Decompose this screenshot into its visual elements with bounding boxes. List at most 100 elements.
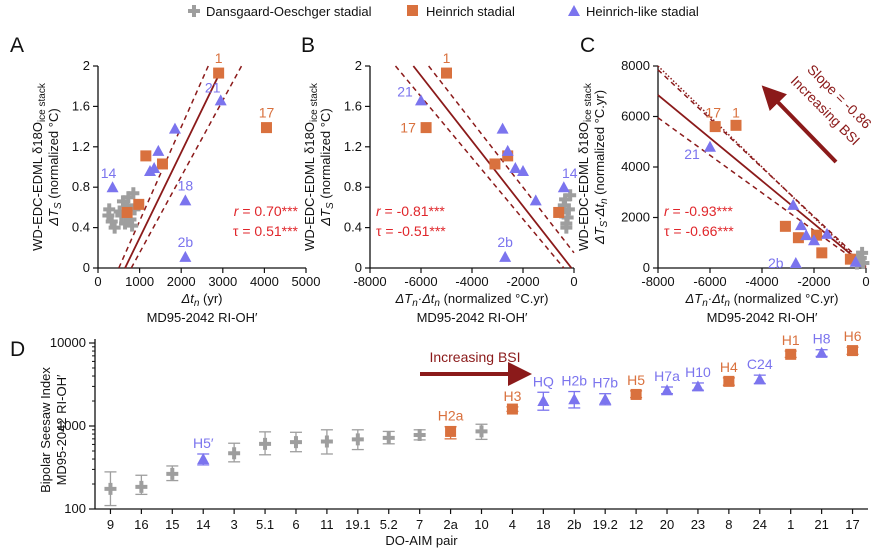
heinrich_like-point — [808, 234, 820, 246]
heinrich_like-point — [496, 122, 509, 134]
heinrich_like-point — [148, 162, 161, 174]
y-tick-label: 100 — [64, 501, 86, 516]
label-part: (yr) — [199, 291, 222, 306]
x-axis-label: Δtn (yr) — [180, 291, 222, 309]
do-point — [228, 447, 241, 460]
point-label: 18 — [178, 177, 194, 193]
point-label: H7b — [592, 375, 618, 391]
heinrich_like-point — [691, 380, 704, 392]
point-label: C24 — [747, 356, 773, 372]
x-tick-label: -2000 — [506, 274, 539, 289]
point-label: 14 — [562, 165, 578, 181]
label-part: r — [664, 203, 670, 219]
x-tick-label: 5.1 — [256, 517, 274, 532]
x-tick-label: 18 — [536, 517, 550, 532]
do-point — [560, 221, 573, 234]
heinrich_like-point — [501, 144, 514, 156]
point-label: 1 — [215, 50, 223, 66]
x-axis-label-secondary: MD95-2042 RI-OH′ — [147, 310, 258, 325]
heinrich-point — [723, 375, 735, 387]
heinrich_like-point — [800, 229, 813, 241]
y-axis-label-secondary: WD-EDC-EDML δ18Oice stack — [30, 82, 48, 251]
legend: Dansgaard-Oeschger stadial Heinrich stad… — [188, 4, 699, 19]
label-part: (normalized °C) — [318, 108, 333, 202]
x-tick-label: 20 — [660, 517, 674, 532]
do-point — [259, 437, 272, 450]
x-tick-label: 24 — [753, 517, 767, 532]
confidence-bound-lower — [657, 117, 867, 269]
heinrich_like-point — [499, 250, 512, 262]
x-tick-label: 0 — [570, 274, 577, 289]
bsi-arrow — [761, 85, 838, 164]
label-part: ΔT — [318, 208, 333, 227]
x-tick-label: 19.2 — [593, 517, 618, 532]
x-tick-label: -2000 — [797, 274, 830, 289]
x-tick-label: 4000 — [250, 274, 279, 289]
legend-marker-plus — [188, 5, 200, 17]
label-part: τ — [233, 223, 239, 239]
y-tick-label: 6000 — [621, 109, 650, 124]
y-tick-label: 0.4 — [72, 220, 90, 235]
x-tick-label: 2a — [443, 517, 458, 532]
do-point — [562, 203, 575, 216]
confidence-bound-lower — [394, 65, 565, 269]
point-label: H2b — [561, 373, 587, 389]
label-part: r — [234, 203, 240, 219]
y-tick-label: 0.4 — [344, 220, 362, 235]
point-label: H8 — [813, 331, 831, 347]
label-part: WD-EDC-EDML δ18O — [30, 122, 45, 251]
x-tick-label: 21 — [814, 517, 828, 532]
confidence-bound-upper — [428, 65, 575, 254]
y-tick-label: 8000 — [621, 58, 650, 73]
label-part: ΔT — [685, 291, 704, 306]
x-tick-label: -8000 — [641, 274, 674, 289]
x-tick-label: 10 — [474, 517, 488, 532]
heinrich-point — [420, 122, 432, 134]
legend-label-heinrich-like: Heinrich-like stadial — [586, 4, 699, 19]
x-tick-label: 4 — [509, 517, 516, 532]
heinrich-point — [785, 348, 797, 360]
label-part: = -0.81*** — [381, 203, 446, 219]
x-tick-label: 11 — [320, 517, 334, 532]
heinrich_like-point — [787, 198, 800, 210]
point-label: 17 — [400, 120, 416, 136]
heinrich-point — [847, 345, 859, 357]
point-label: H2a — [438, 408, 464, 424]
heinrich_like-point — [568, 393, 581, 405]
panel-letter-d: D — [10, 338, 25, 361]
x-axis-label-secondary: MD95-2042 RI-OH′ — [707, 310, 818, 325]
label-part: ·Δt — [708, 291, 726, 306]
x-tick-label: 17 — [845, 517, 859, 532]
regression-line — [124, 70, 222, 269]
label-part: = 0.70*** — [238, 203, 298, 219]
x-tick-label: -6000 — [693, 274, 726, 289]
do-point — [127, 187, 140, 200]
heinrich_like-point — [821, 227, 833, 239]
heinrich-point — [441, 67, 452, 79]
y-axis-label-secondary: WD-EDC-EDML δ18Oice stack — [302, 82, 320, 251]
x-tick-label: 15 — [165, 517, 179, 532]
legend-item-heinrich-like: Heinrich-like stadial — [568, 4, 699, 19]
do-point — [856, 246, 869, 259]
point-label: HQ — [533, 373, 554, 389]
point-label: H10 — [685, 364, 711, 380]
panel-letter-a: A — [10, 34, 24, 57]
label-part: (normalized °C.yr) — [592, 90, 607, 199]
heinrich_like-point — [849, 255, 862, 267]
y-axis-label: ΔTS (normalized °C) — [318, 108, 336, 226]
heinrich-point — [133, 198, 145, 210]
y-axis-label-secondary: MD95-2042 RI-OH′ — [54, 374, 69, 485]
heinrich-point — [502, 150, 514, 162]
y-tick-label: 2000 — [621, 210, 650, 225]
legend-item-do: Dansgaard-Oeschger stadial — [188, 4, 372, 19]
x-tick-label: 6 — [292, 517, 299, 532]
do-point — [413, 428, 426, 441]
stat-r: r = 0.70*** — [234, 203, 299, 219]
y-tick-label: 4000 — [621, 159, 650, 174]
x-tick-label: 7 — [416, 517, 423, 532]
label-part: n — [434, 298, 440, 309]
x-tick-label: 5000 — [292, 274, 321, 289]
heinrich-point — [792, 232, 804, 244]
point-label: 1 — [443, 50, 451, 66]
y-axis-label: Bipolar Seesaw Index — [38, 367, 53, 493]
